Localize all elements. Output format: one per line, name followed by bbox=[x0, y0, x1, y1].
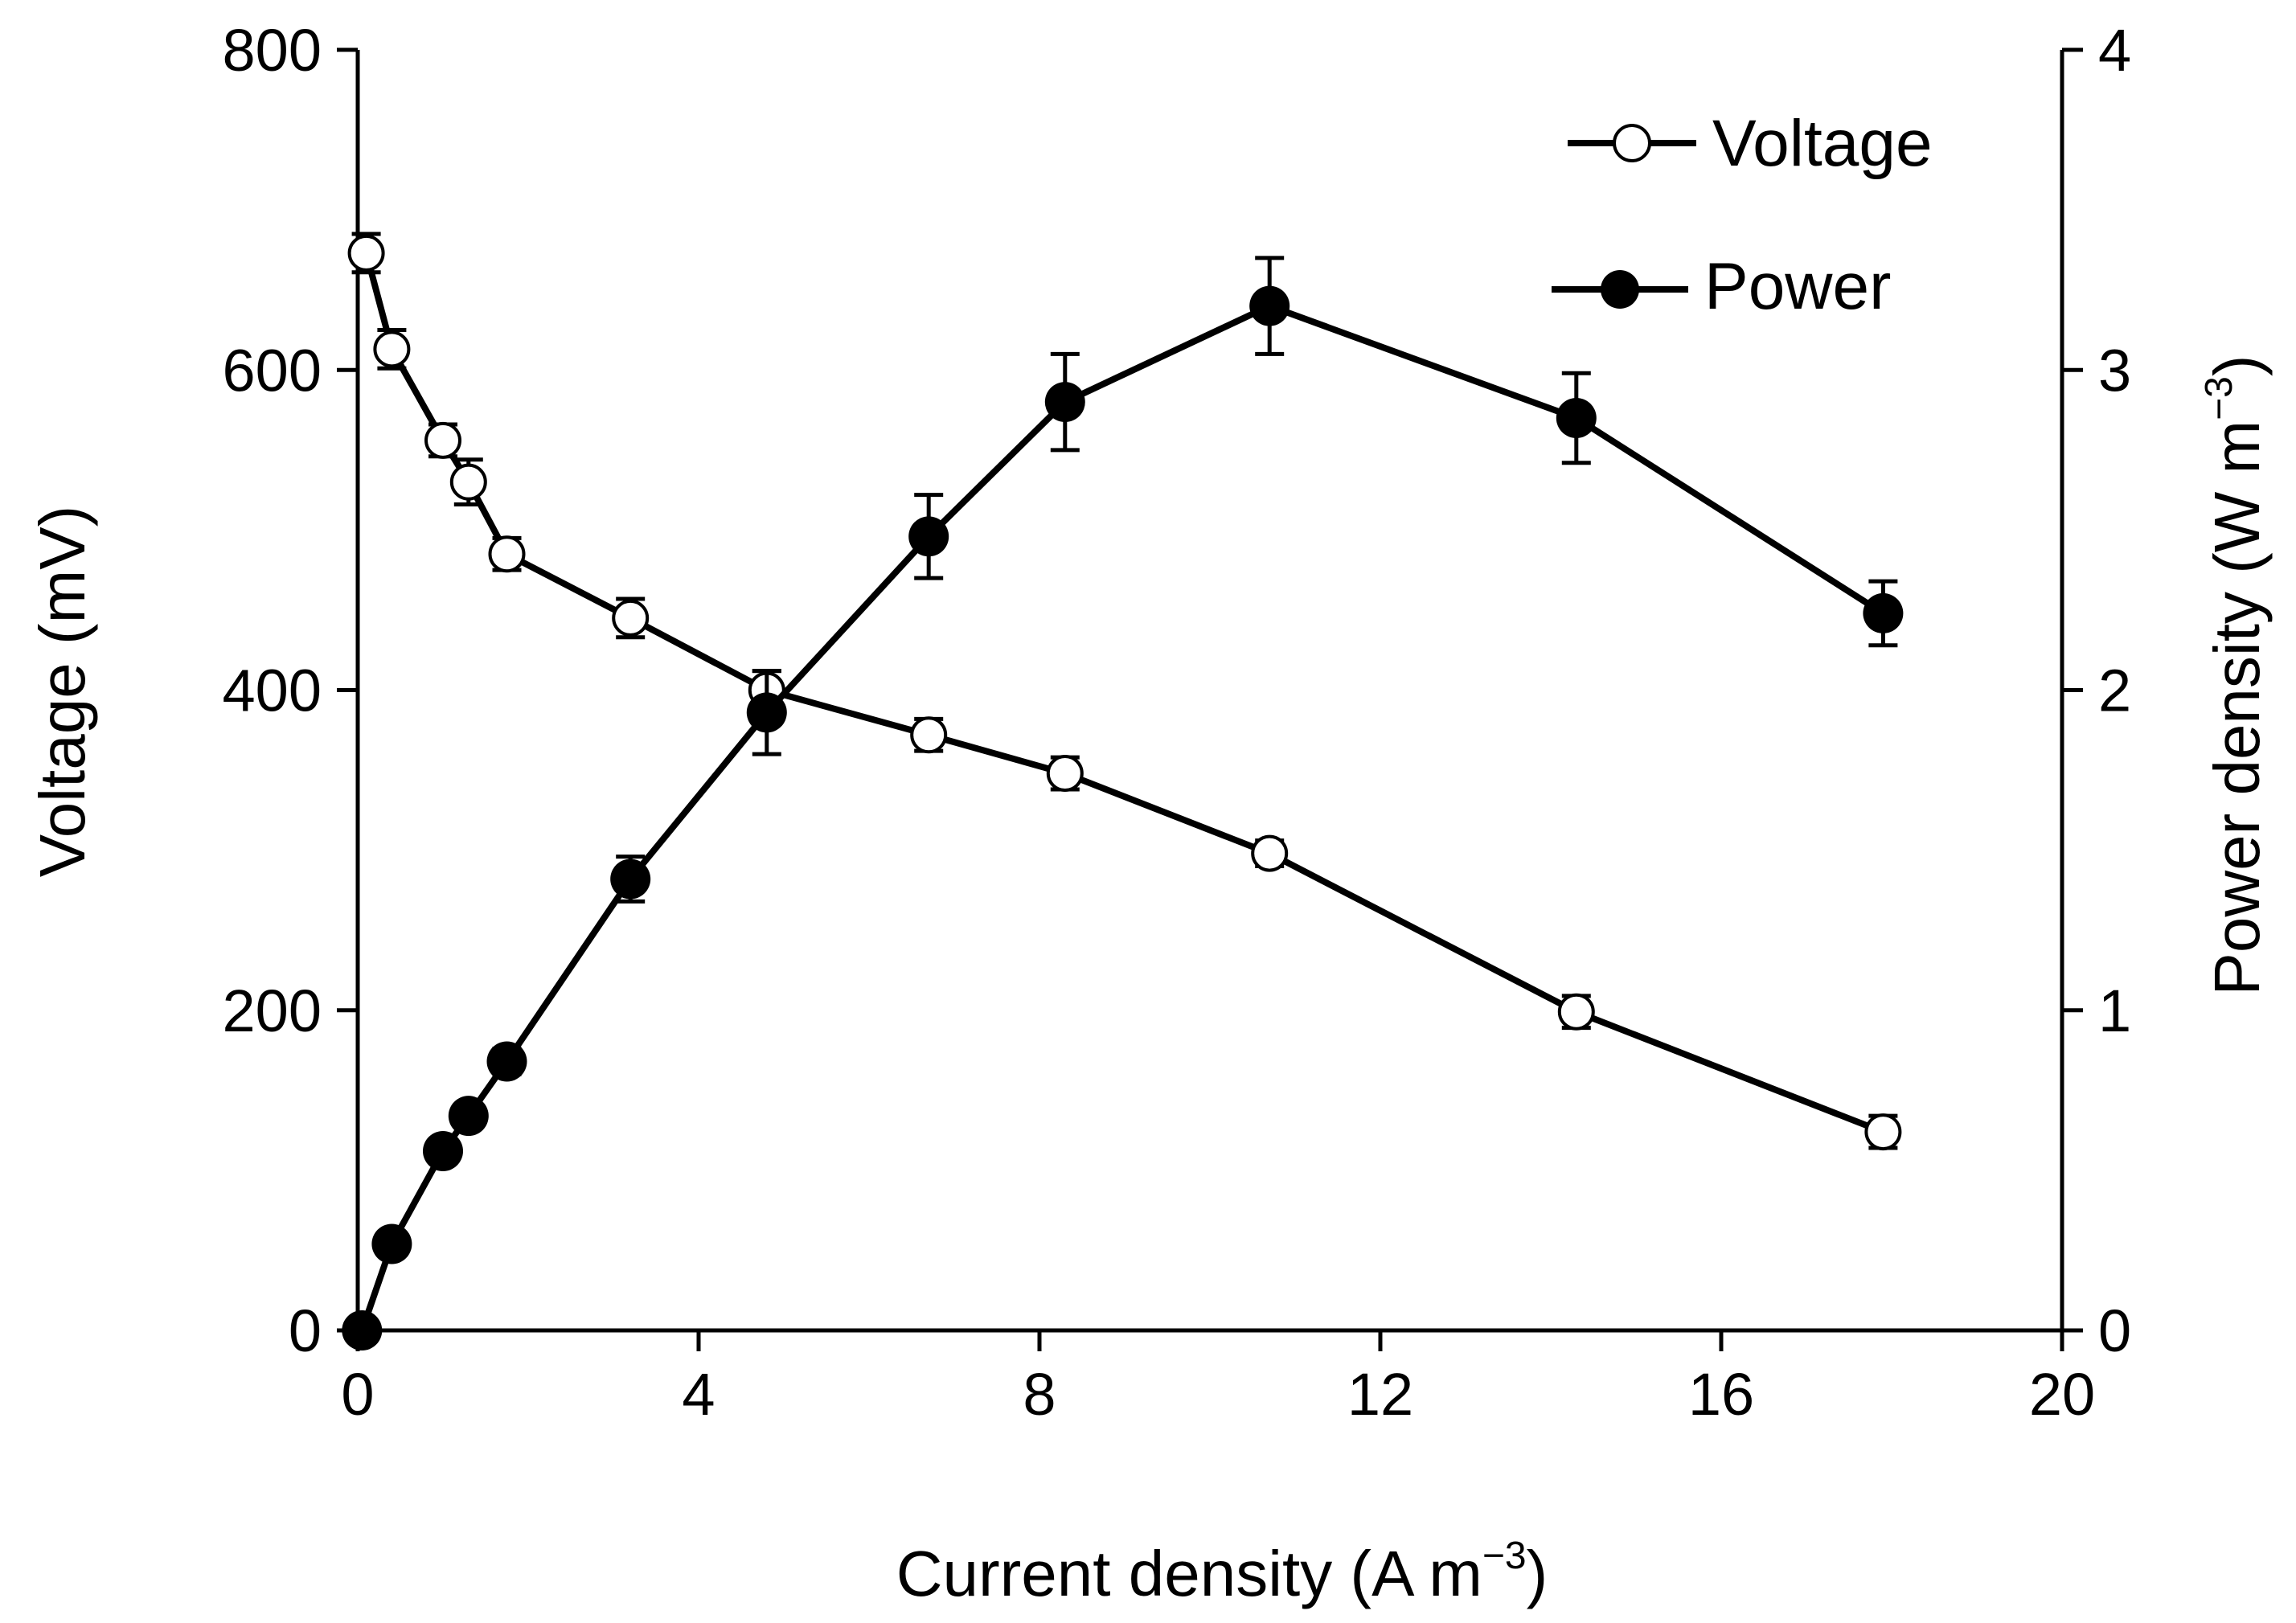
y-tick-label: 0 bbox=[289, 1297, 322, 1364]
voltage-point bbox=[424, 421, 461, 459]
power-point bbox=[448, 1096, 489, 1137]
power-point bbox=[1249, 285, 1290, 326]
voltage-line bbox=[363, 252, 1884, 1135]
voltage-point bbox=[612, 599, 650, 637]
voltage-point bbox=[910, 716, 948, 754]
voltage-point bbox=[449, 463, 487, 501]
power-point bbox=[423, 1130, 463, 1171]
y2-tick-label: 2 bbox=[2098, 658, 2131, 724]
legend-item-voltage: Voltage bbox=[1568, 107, 1933, 180]
power-line bbox=[359, 302, 1885, 1332]
y-tick-label: 800 bbox=[223, 17, 322, 84]
voltage-point bbox=[1251, 834, 1289, 872]
voltage-point bbox=[1864, 1113, 1902, 1151]
legend: Voltage Power bbox=[1552, 107, 1933, 323]
series-layer bbox=[342, 232, 1904, 1350]
y2-tick-label: 0 bbox=[2098, 1297, 2131, 1364]
y2-tick-label: 3 bbox=[2098, 337, 2131, 404]
x-tick-label: 0 bbox=[341, 1361, 374, 1428]
legend-item-power: Power bbox=[1552, 250, 1891, 323]
legend-power-label: Power bbox=[1704, 250, 1891, 323]
x-tick-label: 8 bbox=[1023, 1361, 1056, 1428]
plot-frame bbox=[355, 50, 2064, 1333]
voltage-point bbox=[488, 535, 526, 573]
power-point bbox=[342, 1310, 383, 1350]
x-tick-label: 20 bbox=[2029, 1361, 2095, 1428]
legend-voltage-marker bbox=[1613, 124, 1651, 162]
x-tick-label: 16 bbox=[1688, 1361, 1754, 1428]
legend-voltage-label: Voltage bbox=[1712, 107, 1933, 180]
y-tick-label: 600 bbox=[223, 337, 322, 404]
voltage-point bbox=[1557, 993, 1595, 1031]
x-tick-label: 12 bbox=[1347, 1361, 1413, 1428]
y-tick-label: 400 bbox=[223, 658, 322, 724]
power-point bbox=[371, 1223, 412, 1264]
power-point bbox=[1863, 592, 1904, 633]
voltage-point bbox=[1046, 755, 1084, 793]
y2-tick-label: 4 bbox=[2098, 17, 2131, 84]
series-power bbox=[342, 256, 1904, 1350]
legend-power-marker bbox=[1601, 270, 1639, 309]
voltage-point bbox=[347, 234, 385, 272]
power-point bbox=[908, 516, 949, 557]
power-point bbox=[486, 1041, 527, 1082]
power-point bbox=[610, 859, 651, 900]
y2-axis-title: Power density (W m−3) bbox=[2198, 355, 2273, 995]
power-point bbox=[746, 692, 787, 733]
power-point bbox=[1556, 397, 1597, 438]
power-point bbox=[1044, 382, 1085, 423]
voltage-point bbox=[373, 330, 411, 368]
y-tick-label: 200 bbox=[223, 977, 322, 1044]
x-tick-label: 4 bbox=[682, 1361, 715, 1428]
y2-tick-label: 1 bbox=[2098, 977, 2131, 1044]
y-axis-title: Voltage (mV) bbox=[27, 506, 98, 877]
x-axis-title: Current density (A m−3) bbox=[896, 1535, 1548, 1609]
